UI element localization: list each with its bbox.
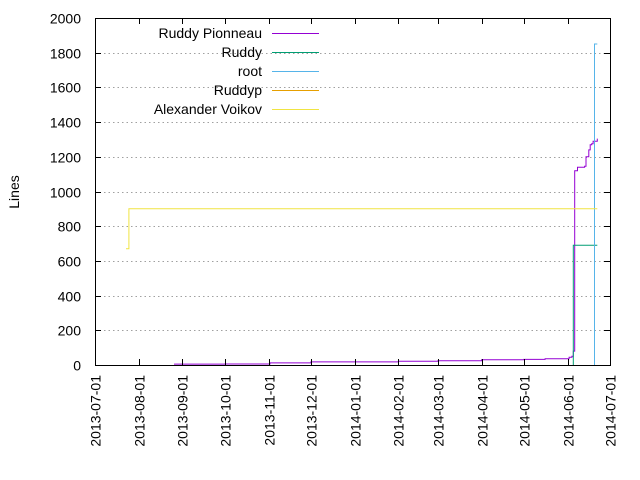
y-tick-label: 1400 (50, 115, 81, 131)
series-lines (126, 43, 598, 365)
x-axis-ticks: 2013-07-01 2013-08-01 2013-09-01 2013-10-01… (88, 18, 619, 447)
legend-label: Alexander Voikov (154, 101, 262, 117)
series-line-ruddy-pionneau (174, 138, 598, 365)
x-tick-label: 2014-01-01 (348, 375, 364, 447)
y-tick-label: 800 (58, 219, 82, 235)
legend-label: root (238, 63, 262, 79)
series-line-alexander-voikov (126, 208, 598, 250)
grid-lines (95, 53, 610, 331)
y-tick-label: 1800 (50, 46, 81, 62)
y-tick-label: 200 (58, 323, 82, 339)
y-tick-label: 1000 (50, 185, 81, 201)
y-tick-label: 1600 (50, 80, 81, 96)
x-tick-label: 2014-06-01 (561, 375, 577, 447)
x-tick-label: 2013-09-01 (175, 375, 191, 447)
x-tick-label: 2013-07-01 (88, 375, 104, 447)
y-axis-label: Lines (6, 175, 22, 208)
y-tick-label: 1200 (50, 150, 81, 166)
y-tick-label: 2000 (50, 11, 81, 27)
legend-label: Ruddyp (214, 82, 262, 98)
legend-label: Ruddy (222, 44, 262, 60)
x-tick-label: 2013-10-01 (218, 375, 234, 447)
series-line-ruddy (572, 244, 598, 365)
x-tick-label: 2013-08-01 (132, 375, 148, 447)
x-tick-label: 2014-05-01 (517, 375, 533, 447)
y-tick-label: 0 (73, 358, 81, 374)
x-tick-label: 2013-12-01 (304, 375, 320, 447)
x-tick-label: 2014-04-01 (475, 375, 491, 447)
x-tick-label: 2014-02-01 (391, 375, 407, 447)
y-axis-ticks: 0 200 400 600 800 1000 1200 1400 1600 1800 2000 (50, 11, 610, 374)
legend-label: Ruddy Pionneau (158, 25, 262, 41)
legend: Ruddy Pionneau Ruddy root Ruddyp Alexander V… (154, 25, 319, 117)
y-tick-label: 600 (58, 254, 82, 270)
x-tick-label: 2014-03-01 (431, 375, 447, 447)
series-line-root (594, 43, 598, 365)
x-tick-label: 2014-07-01 (603, 375, 619, 447)
x-tick-label: 2013-11-01 (262, 375, 278, 446)
y-tick-label: 400 (58, 289, 82, 305)
